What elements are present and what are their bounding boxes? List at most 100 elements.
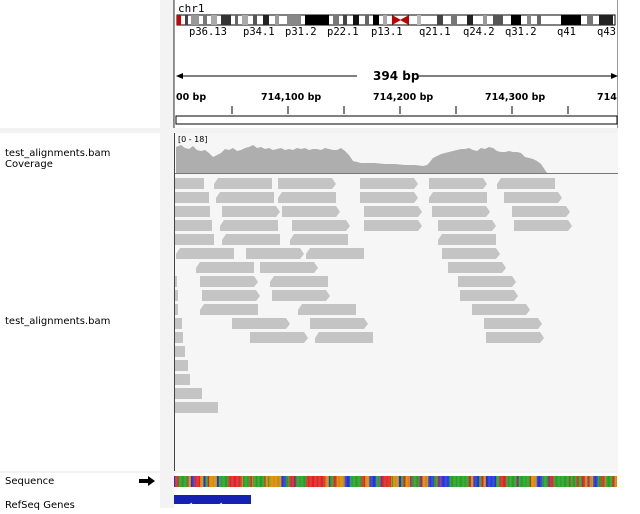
base [321, 476, 322, 487]
base [550, 476, 551, 487]
base [320, 476, 321, 487]
ruler-tick-label: 714,200 bp [373, 92, 433, 103]
ruler-tick-label: 714,300 bp [485, 92, 545, 103]
base [489, 476, 490, 487]
base [484, 476, 485, 487]
base [412, 476, 413, 487]
base [375, 476, 376, 487]
base [421, 476, 422, 487]
base [588, 476, 589, 487]
base [333, 476, 334, 487]
gene-strand-arrows [174, 501, 251, 510]
right-margin [618, 0, 640, 508]
base [565, 476, 566, 487]
band-label: q41 [557, 26, 576, 38]
base [255, 476, 256, 487]
base [467, 476, 468, 487]
base [200, 476, 201, 487]
base [319, 476, 320, 487]
base [469, 476, 470, 487]
base [297, 476, 298, 487]
base [360, 476, 361, 487]
base [530, 476, 531, 487]
base [547, 476, 548, 487]
base [431, 476, 432, 487]
base [519, 476, 520, 487]
base [406, 476, 407, 487]
gene-track-label[interactable]: RefSeq Genes [5, 500, 75, 511]
base [316, 476, 317, 487]
base [515, 476, 516, 487]
base [388, 476, 389, 487]
band-label: p22.1 [327, 26, 359, 38]
base [245, 476, 246, 487]
base [227, 476, 228, 487]
coverage-histogram[interactable] [175, 133, 618, 173]
base [266, 476, 267, 487]
base [589, 476, 590, 487]
base [558, 476, 559, 487]
band-label: q43 [597, 26, 616, 38]
base [537, 476, 538, 487]
base [229, 476, 230, 487]
base [253, 476, 254, 487]
base [418, 476, 419, 487]
chromosome-ideogram[interactable] [175, 14, 619, 26]
base [516, 476, 517, 487]
base [486, 476, 487, 487]
base [259, 476, 260, 487]
ruler-axis[interactable] [175, 104, 619, 128]
base [425, 476, 426, 487]
base [444, 476, 445, 487]
base [269, 476, 270, 487]
base [424, 476, 425, 487]
base [423, 476, 424, 487]
base [493, 476, 494, 487]
base [237, 476, 238, 487]
base [549, 476, 550, 487]
base [276, 476, 277, 487]
base [366, 476, 367, 487]
base [408, 476, 409, 487]
base [188, 476, 189, 487]
base [256, 476, 257, 487]
gene-feature[interactable] [174, 495, 251, 504]
base [328, 476, 329, 487]
base [582, 476, 583, 487]
base [223, 476, 224, 487]
base [243, 476, 244, 487]
alignment-reads[interactable] [174, 174, 618, 470]
base [541, 476, 542, 487]
sequence-bases[interactable] [174, 476, 617, 487]
base [586, 476, 587, 487]
base [231, 476, 232, 487]
base [349, 476, 350, 487]
base [312, 476, 313, 487]
base [459, 476, 460, 487]
base [602, 476, 603, 487]
base [571, 476, 572, 487]
base [507, 476, 508, 487]
base [294, 476, 295, 487]
base [372, 476, 373, 487]
base [453, 476, 454, 487]
base [212, 476, 213, 487]
base [342, 476, 343, 487]
base [189, 476, 190, 487]
base [557, 476, 558, 487]
base [224, 476, 225, 487]
base [432, 476, 433, 487]
coverage-track-label[interactable]: test_alignments.bam Coverage [5, 148, 160, 170]
sequence-track-label[interactable]: Sequence [5, 476, 54, 487]
base [450, 476, 451, 487]
base [447, 476, 448, 487]
base [225, 476, 226, 487]
strand-arrow-icon[interactable] [139, 476, 155, 486]
base [566, 476, 567, 487]
base [573, 476, 574, 487]
base [286, 476, 287, 487]
alignment-track-label[interactable]: test_alignments.bam [5, 316, 110, 327]
base [536, 476, 537, 487]
base [218, 476, 219, 487]
base [521, 476, 522, 487]
